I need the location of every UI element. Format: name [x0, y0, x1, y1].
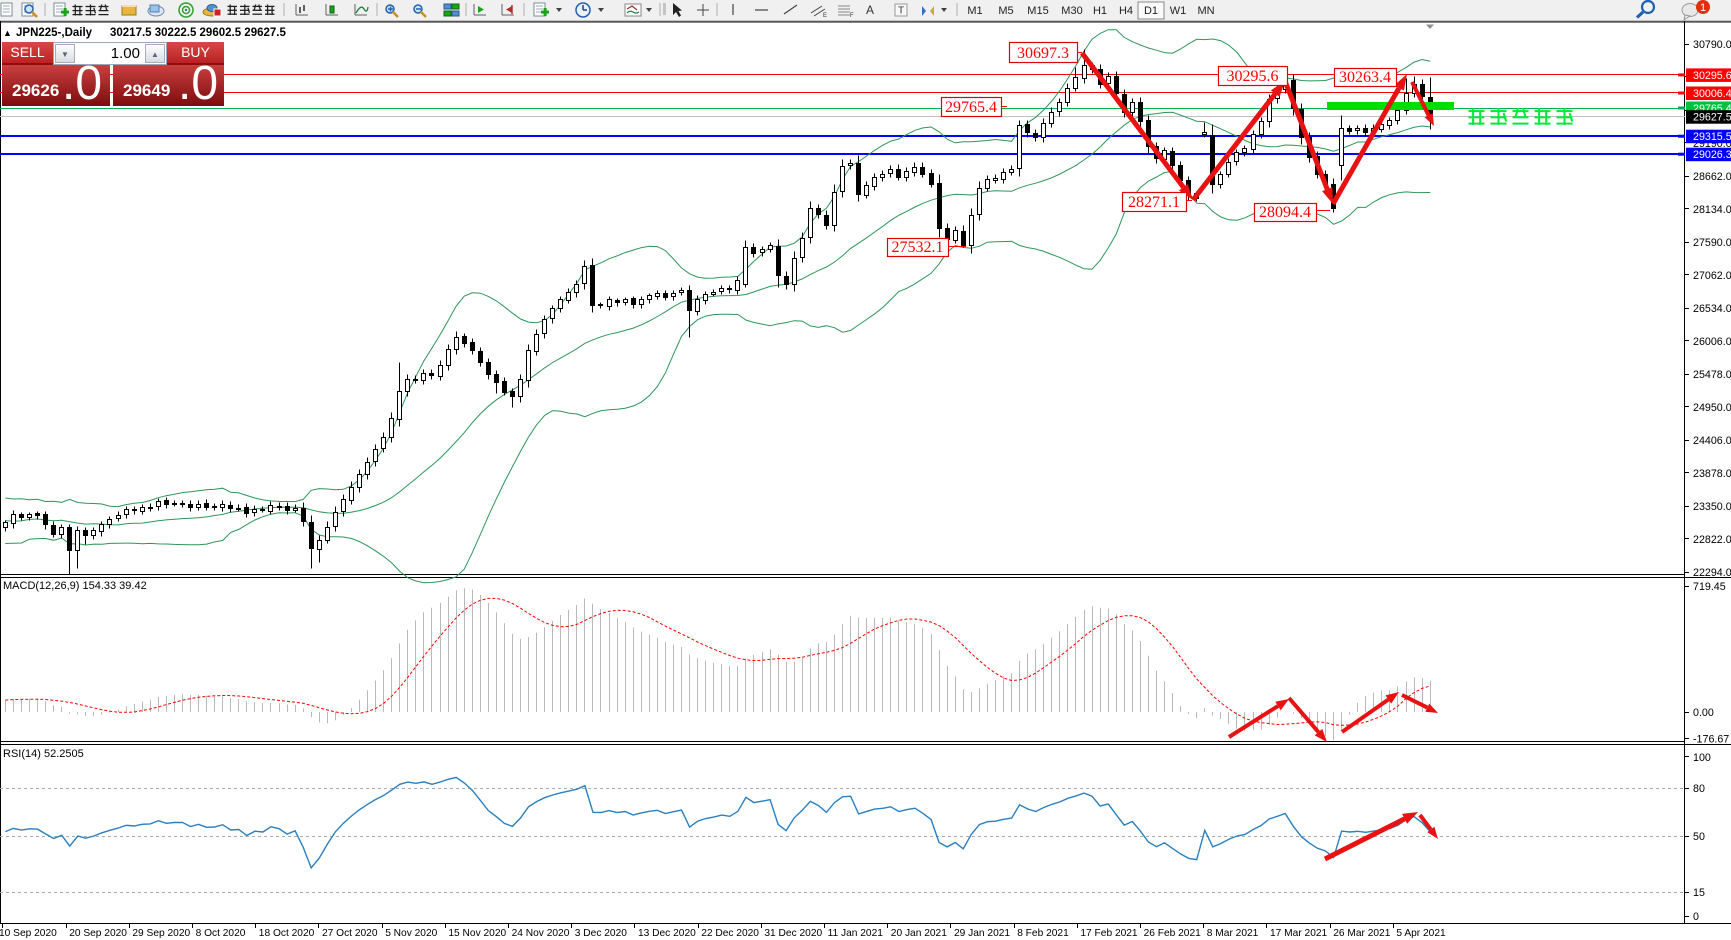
- svg-text:29026.3: 29026.3: [1693, 149, 1731, 161]
- svg-text:▲: ▲: [3, 28, 12, 38]
- svg-text:0.00: 0.00: [1693, 707, 1714, 719]
- svg-text:26534.0: 26534.0: [1693, 303, 1731, 315]
- svg-text:30295.6: 30295.6: [1693, 70, 1731, 82]
- svg-text:M5: M5: [998, 5, 1013, 17]
- svg-text:27 Oct 2020: 27 Oct 2020: [322, 928, 378, 939]
- svg-text:F: F: [850, 13, 854, 19]
- svg-text:20 Jan 2021: 20 Jan 2021: [891, 928, 947, 939]
- svg-text:31 Dec 2020: 31 Dec 2020: [764, 928, 822, 939]
- svg-text:22822.0: 22822.0: [1693, 534, 1731, 546]
- svg-text:29765.4: 29765.4: [945, 99, 997, 116]
- svg-text:H1: H1: [1093, 5, 1107, 17]
- svg-text:20 Sep 2020: 20 Sep 2020: [69, 928, 127, 939]
- svg-text:-176.67: -176.67: [1693, 734, 1729, 746]
- svg-text:5 Apr 2021: 5 Apr 2021: [1396, 928, 1446, 939]
- svg-text:29315.5: 29315.5: [1693, 131, 1731, 143]
- svg-text:29627.5: 29627.5: [1693, 112, 1731, 124]
- svg-text:27590.0: 27590.0: [1693, 237, 1731, 249]
- svg-text:23878.0: 23878.0: [1693, 468, 1731, 480]
- svg-text:30263.4: 30263.4: [1339, 69, 1391, 86]
- svg-text:30006.4: 30006.4: [1693, 88, 1731, 100]
- svg-text:22294.0: 22294.0: [1693, 567, 1731, 579]
- svg-text:T: T: [898, 6, 904, 17]
- svg-text:E: E: [823, 13, 827, 19]
- svg-text:24 Nov 2020: 24 Nov 2020: [512, 928, 570, 939]
- svg-text:30217.5 30222.5 29602.5 29627.: 30217.5 30222.5 29602.5 29627.5: [110, 27, 286, 39]
- svg-text:8 Feb 2021: 8 Feb 2021: [1017, 928, 1069, 939]
- svg-text:30295.6: 30295.6: [1227, 68, 1279, 85]
- svg-text:15 Nov 2020: 15 Nov 2020: [448, 928, 506, 939]
- svg-text:A: A: [866, 3, 874, 17]
- svg-text:26006.0: 26006.0: [1693, 336, 1731, 348]
- svg-text:JPN225-,Daily: JPN225-,Daily: [16, 27, 93, 39]
- svg-text:29 Sep 2020: 29 Sep 2020: [132, 928, 190, 939]
- svg-text:1: 1: [1700, 2, 1706, 14]
- svg-text:15: 15: [1693, 887, 1705, 899]
- svg-text:22 Dec 2020: 22 Dec 2020: [701, 928, 759, 939]
- svg-text:24406.0: 24406.0: [1693, 435, 1731, 447]
- svg-text:26 Feb 2021: 26 Feb 2021: [1144, 928, 1202, 939]
- svg-text:100: 100: [1693, 752, 1711, 764]
- svg-text:W1: W1: [1170, 5, 1187, 17]
- svg-text:H4: H4: [1119, 5, 1133, 17]
- svg-text:17 Feb 2021: 17 Feb 2021: [1080, 928, 1138, 939]
- svg-text:3 Dec 2020: 3 Dec 2020: [575, 928, 627, 939]
- svg-text:MN: MN: [1197, 5, 1214, 17]
- svg-text:23350.0: 23350.0: [1693, 501, 1731, 513]
- svg-text:30790.0: 30790.0: [1693, 39, 1731, 51]
- svg-text:24950.0: 24950.0: [1693, 402, 1731, 414]
- svg-text:719.45: 719.45: [1693, 581, 1726, 593]
- svg-text:D1: D1: [1144, 5, 1158, 17]
- svg-text:28662.0: 28662.0: [1693, 171, 1731, 183]
- svg-text:0: 0: [1693, 911, 1699, 923]
- svg-text:11 Jan 2021: 11 Jan 2021: [828, 928, 884, 939]
- svg-text:13 Dec 2020: 13 Dec 2020: [638, 928, 696, 939]
- svg-text:50: 50: [1693, 831, 1705, 843]
- svg-text:MACD(12,26,9) 154.33 39.42: MACD(12,26,9) 154.33 39.42: [3, 580, 147, 592]
- svg-text:8 Oct 2020: 8 Oct 2020: [196, 928, 246, 939]
- svg-text:29 Jan 2021: 29 Jan 2021: [954, 928, 1010, 939]
- svg-text:M30: M30: [1061, 5, 1082, 17]
- svg-text:27532.1: 27532.1: [892, 239, 944, 256]
- svg-text:28094.4: 28094.4: [1259, 204, 1311, 221]
- svg-text:17 Mar 2021: 17 Mar 2021: [1270, 928, 1328, 939]
- svg-text:M15: M15: [1027, 5, 1048, 17]
- svg-text:80: 80: [1693, 783, 1705, 795]
- svg-text:M1: M1: [967, 5, 982, 17]
- svg-text:28134.0: 28134.0: [1693, 204, 1731, 216]
- svg-text:27062.0: 27062.0: [1693, 270, 1731, 282]
- svg-text:10 Sep 2020: 10 Sep 2020: [0, 928, 57, 939]
- svg-text:26 Mar 2021: 26 Mar 2021: [1333, 928, 1391, 939]
- svg-text:30697.3: 30697.3: [1017, 45, 1069, 62]
- svg-text:18 Oct 2020: 18 Oct 2020: [259, 928, 315, 939]
- svg-text:RSI(14) 52.2505: RSI(14) 52.2505: [3, 748, 84, 760]
- svg-text:5 Nov 2020: 5 Nov 2020: [385, 928, 437, 939]
- svg-text:25478.0: 25478.0: [1693, 369, 1731, 381]
- svg-text:28271.1: 28271.1: [1128, 194, 1180, 211]
- svg-text:8 Mar 2021: 8 Mar 2021: [1207, 928, 1259, 939]
